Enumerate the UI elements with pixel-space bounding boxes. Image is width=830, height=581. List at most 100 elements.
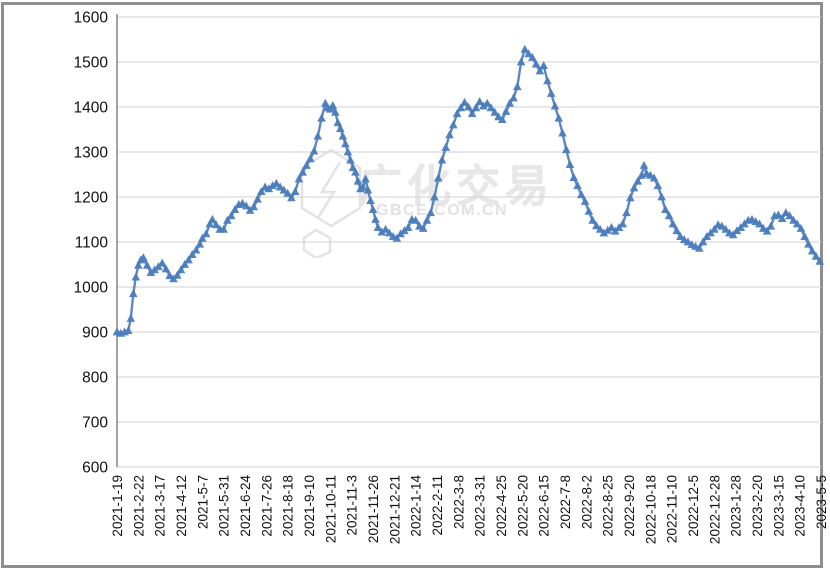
data-point-marker — [467, 109, 477, 118]
data-point-marker — [161, 264, 171, 273]
x-axis-label: 2021-5-31 — [217, 475, 232, 537]
x-axis-label: 2021-3-17 — [153, 475, 168, 537]
data-point-marker — [134, 260, 143, 269]
data-point-marker — [241, 201, 251, 210]
data-point-marker — [639, 160, 649, 169]
data-point-marker — [497, 115, 507, 123]
y-axis-label: 600 — [82, 460, 108, 477]
x-axis-label: 2023-4-10 — [793, 475, 808, 537]
data-point-marker — [452, 109, 462, 118]
data-point-marker — [309, 146, 319, 155]
data-point-marker — [618, 219, 628, 228]
data-point-marker — [516, 57, 526, 66]
data-point-marker — [629, 183, 639, 192]
x-axis-label: 2021-8-18 — [281, 475, 296, 537]
data-point-marker — [460, 97, 469, 106]
data-point-marker — [785, 211, 794, 220]
y-axis-label: 1000 — [74, 280, 109, 297]
data-point-marker — [294, 174, 304, 183]
data-point-marker — [584, 206, 594, 215]
data-point-marker — [385, 228, 394, 237]
x-axis-label: 2021-1-19 — [110, 475, 125, 537]
data-point-marker — [187, 250, 197, 258]
x-axis-label: 2021-9-10 — [302, 475, 317, 537]
data-point-marker — [139, 253, 148, 262]
data-point-marker — [728, 230, 738, 239]
data-point-marker — [535, 66, 545, 75]
data-point-marker — [694, 243, 704, 252]
data-point-marker — [403, 223, 413, 231]
data-point-marker — [363, 185, 373, 194]
data-point-marker — [777, 214, 787, 222]
data-point-marker — [490, 107, 500, 116]
data-point-marker — [755, 219, 764, 228]
data-point-marker — [377, 227, 387, 236]
data-point-marker — [558, 128, 567, 137]
data-point-marker — [430, 192, 439, 201]
data-point-marker — [392, 233, 402, 242]
data-point-marker — [528, 52, 537, 61]
data-point-marker — [622, 208, 631, 217]
data-point-marker — [336, 124, 345, 132]
data-point-marker — [513, 82, 522, 91]
data-point-marker — [331, 107, 340, 116]
data-point-marker — [592, 221, 601, 230]
data-point-marker — [157, 258, 167, 267]
data-point-marker — [479, 101, 488, 110]
data-point-marker — [661, 205, 670, 213]
data-point-marker — [361, 174, 370, 183]
data-point-marker — [279, 185, 289, 194]
data-point-marker — [539, 61, 548, 69]
data-point-marker — [546, 88, 556, 97]
data-point-marker — [717, 221, 727, 230]
data-point-marker — [543, 76, 552, 85]
data-point-marker — [366, 196, 375, 204]
data-point-marker — [195, 239, 205, 248]
x-axis-label: 2022-7-8 — [558, 475, 573, 529]
data-point-marker — [796, 223, 806, 232]
data-point-marker — [482, 98, 492, 107]
data-point-marker — [290, 187, 300, 195]
data-point-marker — [411, 215, 420, 224]
data-point-marker — [486, 103, 496, 112]
data-point-marker — [524, 49, 533, 58]
data-point-marker — [762, 226, 772, 235]
x-axis-label: 2022-3-8 — [451, 475, 466, 529]
data-point-marker — [208, 214, 217, 223]
x-axis-label: 2022-4-25 — [494, 475, 509, 537]
data-point-marker — [123, 326, 133, 335]
data-point-marker — [373, 223, 383, 231]
x-axis-label: 2022-11-10 — [665, 475, 680, 543]
data-point-marker — [126, 313, 136, 322]
data-point-marker — [625, 193, 635, 202]
data-point-marker — [792, 219, 802, 228]
data-point-marker — [358, 182, 368, 191]
y-axis-label: 1200 — [74, 190, 109, 207]
x-axis-label: 2021-4-12 — [174, 475, 189, 537]
data-point-marker — [471, 103, 481, 112]
data-point-marker — [657, 192, 666, 201]
data-point-marker — [341, 139, 350, 148]
data-point-marker — [561, 145, 571, 154]
x-axis-label: 2022-9-20 — [622, 475, 637, 537]
data-point-marker — [418, 223, 428, 232]
data-point-marker — [275, 182, 285, 191]
data-point-marker — [198, 233, 207, 242]
x-axis-label: 2022-10-18 — [643, 475, 658, 544]
data-point-marker — [800, 232, 809, 240]
data-point-marker — [226, 211, 236, 220]
chart-border-frame — [1, 2, 823, 568]
data-point-marker — [272, 178, 281, 187]
data-point-marker — [433, 173, 443, 182]
y-axis-label: 1300 — [74, 145, 109, 162]
data-point-marker — [804, 239, 813, 248]
data-point-marker — [520, 44, 530, 53]
data-point-marker — [580, 196, 590, 205]
data-point-marker — [789, 215, 798, 224]
data-point-marker — [191, 245, 201, 254]
x-axis-label: 2022-6-15 — [537, 475, 552, 537]
data-point-marker — [698, 237, 708, 246]
data-point-marker — [268, 181, 277, 190]
data-point-marker — [437, 155, 447, 164]
